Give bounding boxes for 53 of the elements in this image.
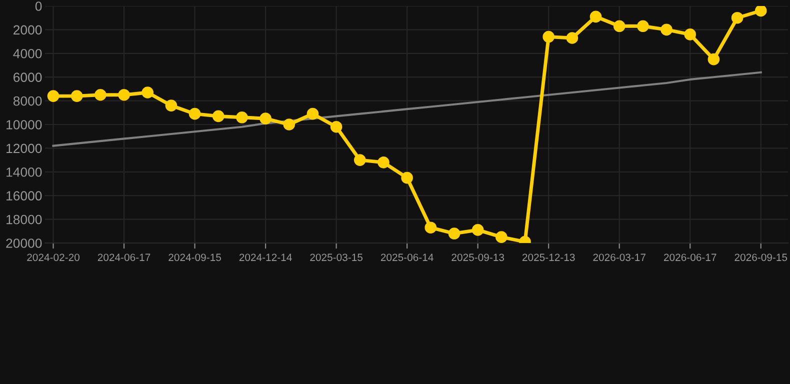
x-tick-label: 2024-09-15 [168,254,221,262]
line-series [52,71,762,147]
point [448,228,460,240]
point [684,28,696,40]
x-tick-label: 2024-12-14 [239,254,292,262]
x-tick-label: 2026-09-15 [734,254,788,262]
point [142,86,154,98]
point [566,32,578,44]
y-tick-label: 4000 [13,48,42,58]
point [637,20,649,32]
x-tick-label: 2026-03-17 [593,254,646,262]
point [613,20,626,32]
point [754,6,767,17]
x-tick-label: 2025-12-13 [522,254,575,262]
point [472,224,484,236]
point [165,100,178,112]
point [236,111,248,124]
point [283,118,296,130]
x-tick-label: 2025-09-13 [452,254,504,262]
y-tick-label: 2000 [14,25,42,35]
y-tick-label: 16000 [6,191,42,201]
x-tick-label: 2025-03-15 [310,254,363,262]
x-tick-label: 2024-06-17 [98,254,150,262]
point [188,108,201,120]
y-tick-label: 14000 [6,167,42,177]
y-tick-label: 6000 [14,72,42,82]
x-tick-label: 2024-02-20 [27,254,80,262]
point [378,156,390,168]
point [260,112,272,124]
point [542,30,554,43]
point [94,88,106,101]
point [731,12,744,24]
y-tick-label: 8000 [13,96,42,106]
point [401,172,413,184]
x-tick-label: 2025-06-14 [380,254,434,262]
point [47,90,60,102]
point [354,154,366,166]
y-tick-label: 0 [35,2,42,11]
point [424,222,437,234]
point [306,108,319,120]
x-tick-label: 2026-06-17 [664,254,716,262]
y-tick-label: 18000 [6,214,42,224]
point [708,53,720,66]
point [70,90,83,102]
point [212,110,224,122]
y-tick-label: 10000 [6,120,42,130]
point [118,88,130,101]
point [330,120,342,133]
y-tick-label: 12000 [6,144,42,154]
point [590,10,602,23]
point [496,231,508,243]
point [660,24,672,36]
y-tick-label: 20000 [6,238,42,248]
